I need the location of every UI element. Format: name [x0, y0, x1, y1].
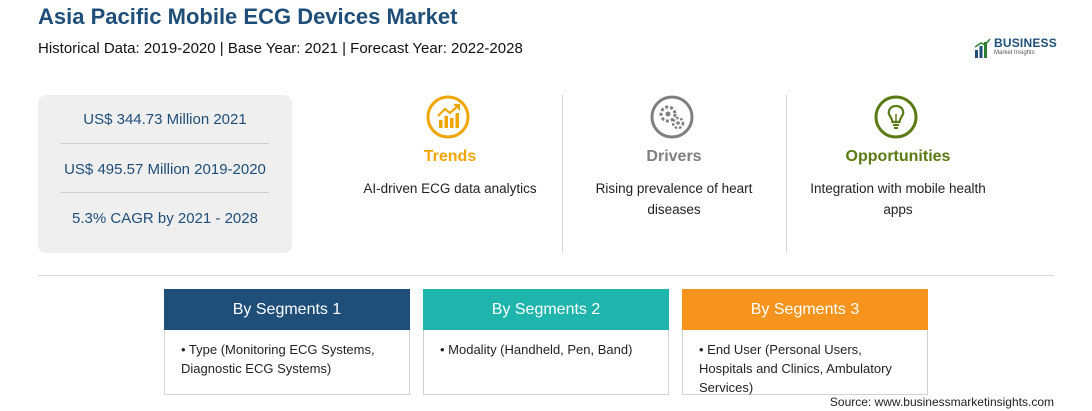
- lightbulb-icon: [874, 95, 918, 139]
- segment-3-title: By Segments 3: [682, 289, 928, 330]
- feature-drivers: Drivers Rising prevalence of heart disea…: [562, 95, 786, 253]
- stat-cagr: 5.3% CAGR by 2021 - 2028: [72, 210, 258, 227]
- segment-2-body: • Modality (Handheld, Pen, Band): [440, 342, 633, 357]
- feature-drivers-title: Drivers: [646, 148, 702, 165]
- segment-card-2: By Segments 2 • Modality (Handheld, Pen,…: [423, 289, 669, 395]
- segment-2-title: By Segments 2: [423, 289, 669, 330]
- stat-market-size-2021: US$ 344.73 Million 2021: [83, 111, 247, 128]
- trending-chart-icon: [426, 95, 470, 139]
- gears-icon: [650, 95, 694, 139]
- page-subtitle: Historical Data: 2019-2020 | Base Year: …: [38, 40, 523, 57]
- bar-chart-globe-icon: [974, 38, 991, 58]
- company-logo: BUSINESS Market Insights: [974, 36, 1064, 62]
- feature-divider: [786, 95, 787, 253]
- feature-trends-desc: AI-driven ECG data analytics: [363, 181, 537, 196]
- feature-trends: Trends AI-driven ECG data analytics: [338, 95, 562, 253]
- logo-brand: BUSINESS: [994, 36, 1057, 50]
- stat-market-size-historical: US$ 495.57 Million 2019-2020: [64, 161, 266, 178]
- market-stats-panel: US$ 344.73 Million 2021 US$ 495.57 Milli…: [38, 95, 292, 253]
- feature-opportunities-desc: Integration with mobile health apps: [810, 181, 986, 217]
- stat-divider: [61, 143, 269, 144]
- feature-trends-title: Trends: [423, 148, 477, 165]
- feature-divider: [562, 95, 563, 253]
- segment-1-body: • Type (Monitoring ECG Systems, Diagnost…: [181, 342, 375, 376]
- feature-drivers-desc: Rising prevalence of heart diseases: [595, 181, 753, 217]
- feature-opportunities-title: Opportunities: [845, 148, 951, 165]
- segment-card-3: By Segments 3 • End User (Personal Users…: [682, 289, 928, 395]
- feature-opportunities: Opportunities Integration with mobile he…: [786, 95, 1010, 253]
- stat-divider: [61, 192, 269, 193]
- segment-3-body: • End User (Personal Users, Hospitals an…: [699, 342, 892, 395]
- segment-1-title: By Segments 1: [164, 289, 410, 330]
- segment-card-1: By Segments 1 • Type (Monitoring ECG Sys…: [164, 289, 410, 395]
- logo-tagline: Market Insights: [994, 50, 1035, 56]
- section-divider: [38, 275, 1054, 276]
- page-title: Asia Pacific Mobile ECG Devices Market: [38, 4, 458, 29]
- source-credit: Source: www.businessmarketinsights.com: [829, 395, 1054, 409]
